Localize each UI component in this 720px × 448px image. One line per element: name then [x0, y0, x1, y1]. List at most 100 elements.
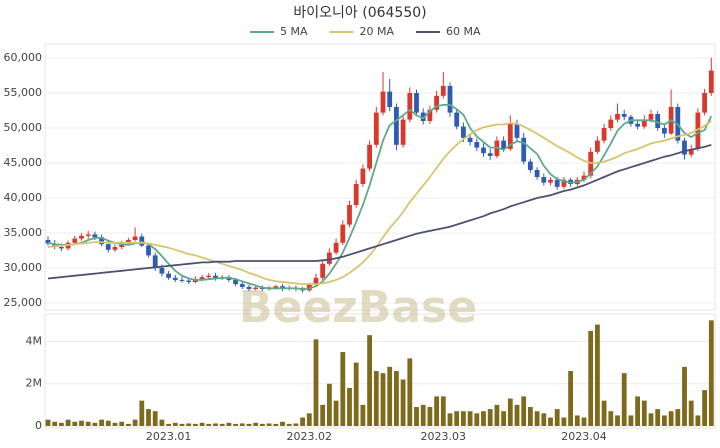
- candle-body: [615, 114, 620, 120]
- volume-bar: [59, 422, 64, 426]
- volume-bar: [407, 358, 413, 426]
- candle-body: [514, 123, 520, 138]
- volume-bar: [320, 404, 326, 426]
- candle-body: [414, 93, 419, 113]
- volume-bar: [655, 409, 661, 426]
- candle-body: [662, 128, 667, 134]
- candle-body: [461, 126, 466, 138]
- legend-label: 20 MA: [360, 25, 395, 38]
- volume-bar: [72, 421, 78, 426]
- candle-body: [99, 237, 104, 245]
- candle-body: [427, 109, 433, 121]
- volume-bar: [300, 417, 305, 426]
- volume-bar: [119, 421, 125, 426]
- candle-body: [112, 247, 118, 250]
- y-tick-label: 4M: [26, 334, 43, 347]
- volume-bar: [233, 423, 238, 426]
- volume-bar: [541, 413, 547, 426]
- volume-bar: [635, 396, 640, 426]
- candle-body: [420, 112, 426, 121]
- candle-body: [474, 142, 480, 148]
- candle-body: [52, 243, 58, 247]
- volume-bar: [608, 411, 614, 426]
- y-tick-label: 55,000: [4, 86, 43, 99]
- candle-body: [528, 161, 533, 170]
- volume-bar: [313, 339, 319, 426]
- volume-bar: [682, 366, 687, 426]
- x-tick-label: 2023.01: [146, 430, 192, 443]
- candle-body: [407, 93, 413, 120]
- chart-title: 바이오니아 (064550): [293, 5, 426, 21]
- volume-bar: [219, 423, 225, 426]
- candle-body: [253, 287, 259, 289]
- volume-bar: [347, 387, 352, 426]
- candle-body: [79, 235, 84, 239]
- volume-bar: [394, 371, 399, 426]
- y-tick-label: 50,000: [4, 121, 43, 134]
- y-tick-label: 60,000: [4, 51, 43, 64]
- candle-body: [561, 179, 567, 187]
- candle-body: [454, 112, 460, 127]
- candle-body: [213, 275, 218, 279]
- volume-bar: [159, 419, 165, 426]
- candle-body: [621, 114, 627, 117]
- candle-body: [581, 175, 587, 180]
- candle-body: [534, 170, 540, 177]
- volume-bar: [65, 419, 71, 426]
- candle-body: [313, 277, 319, 285]
- volume-bar: [595, 324, 600, 426]
- volume-bar: [400, 379, 406, 426]
- candle-body: [394, 107, 399, 145]
- volume-bar: [206, 423, 212, 426]
- candle-body: [72, 238, 78, 243]
- volume-bar: [360, 404, 366, 426]
- volume-bar: [85, 421, 91, 426]
- candle-body: [172, 277, 178, 280]
- volume-bar: [387, 366, 393, 426]
- candle-body: [434, 95, 439, 110]
- candle-body: [447, 86, 453, 113]
- candle-body: [635, 123, 640, 127]
- volume-bar: [193, 423, 198, 426]
- volume-bar: [179, 423, 185, 426]
- volume-bar: [668, 411, 674, 426]
- candle-body: [239, 284, 245, 287]
- candle-body: [85, 234, 91, 236]
- x-tick-label: 2023.04: [561, 430, 607, 443]
- candle-body: [682, 140, 687, 155]
- candle-body: [179, 279, 185, 281]
- volume-bar: [561, 417, 567, 426]
- volume-bar: [152, 411, 158, 426]
- ma-line: [47, 143, 712, 280]
- volume-panel: [44, 313, 716, 429]
- legend-label: 5 MA: [280, 25, 308, 38]
- candle-body: [380, 91, 386, 113]
- candle-body: [59, 247, 64, 249]
- volume-bar: [306, 413, 312, 426]
- candle-body: [327, 252, 332, 264]
- volume-bar: [266, 423, 272, 426]
- volume-bar: [461, 411, 466, 426]
- volume-bar: [260, 423, 265, 426]
- volume-bar: [454, 411, 460, 426]
- volume-bar: [528, 406, 533, 426]
- volume-bar: [648, 413, 654, 426]
- candle-body: [554, 179, 560, 187]
- candle-body: [152, 255, 158, 268]
- x-tick-label: 2023.03: [421, 430, 467, 443]
- volume-bar: [172, 422, 178, 426]
- volume-bar: [99, 419, 104, 426]
- volume-bar: [340, 352, 346, 426]
- volume-bar: [79, 420, 84, 426]
- candle-body: [608, 119, 614, 128]
- candle-body: [159, 268, 165, 274]
- y-tick-label: 45,000: [4, 156, 43, 169]
- candle-body: [353, 184, 359, 205]
- candle-body: [186, 280, 192, 282]
- candle-body: [320, 263, 326, 278]
- candle-body: [595, 140, 600, 152]
- volume-bar: [166, 423, 171, 426]
- candle-body: [105, 244, 111, 250]
- volume-bar: [199, 422, 205, 426]
